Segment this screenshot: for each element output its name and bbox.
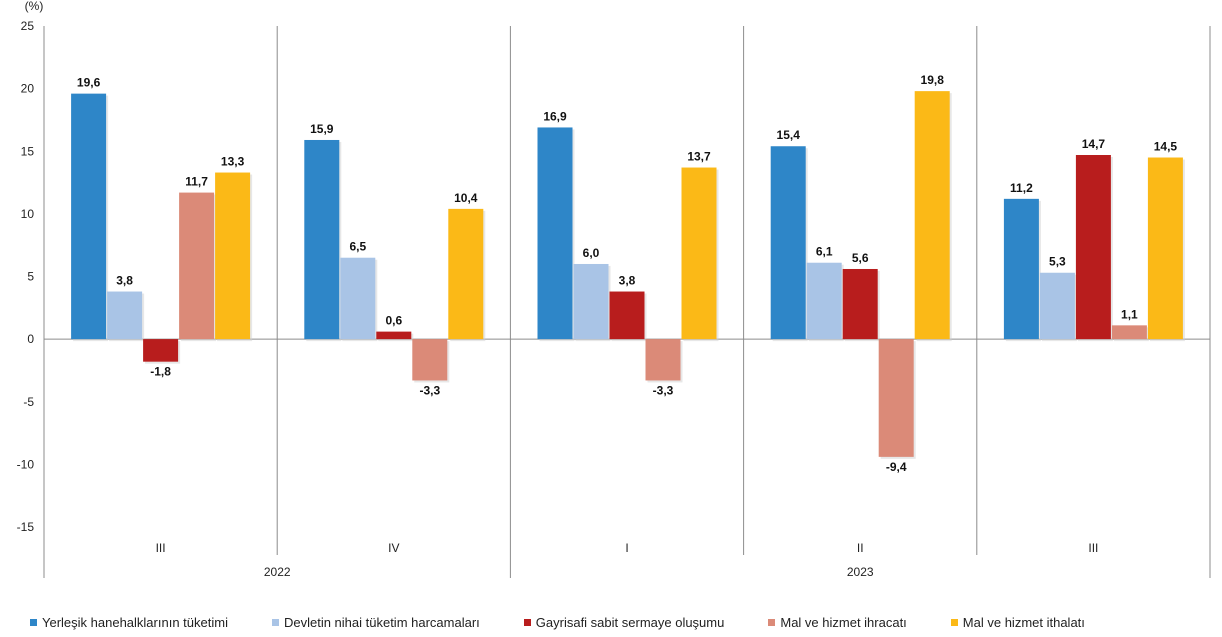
data-label: 10,4 — [454, 191, 478, 205]
y-tick-label: -10 — [17, 457, 35, 471]
data-label: -9,4 — [886, 460, 907, 474]
bar — [537, 127, 573, 340]
legend-item: Mal ve hizmet ihracatı — [768, 614, 907, 630]
bar — [1075, 155, 1111, 340]
bar — [878, 339, 914, 457]
bar — [304, 139, 340, 340]
x-tick-label: II — [857, 541, 864, 555]
bar — [1111, 325, 1147, 340]
data-label: 13,7 — [687, 150, 711, 164]
data-label: -1,8 — [150, 365, 171, 379]
data-label: -3,3 — [419, 383, 440, 397]
data-label: 6,5 — [349, 240, 366, 254]
y-tick-label: -15 — [17, 520, 35, 534]
bar — [215, 172, 251, 340]
x-tick-label: III — [156, 541, 166, 555]
legend-label: Yerleşik hanehalklarının tüketimi — [42, 614, 228, 630]
y-tick-label: -5 — [23, 395, 34, 409]
bar — [681, 167, 717, 340]
y-tick-label: 20 — [21, 82, 35, 96]
data-label: 5,3 — [1049, 255, 1066, 269]
bar — [376, 331, 412, 340]
legend-label: Gayrisafi sabit sermaye oluşumu — [535, 614, 725, 630]
bar — [448, 208, 484, 340]
data-label: 15,4 — [777, 128, 801, 142]
legend-swatch — [30, 618, 37, 626]
legend-item: Gayrisafi sabit sermaye oluşumu — [523, 614, 725, 630]
legend-label: Devletin nihai tüketim harcamaları — [283, 614, 480, 630]
y-tick-label: 0 — [27, 332, 34, 346]
data-label: 11,2 — [1010, 181, 1033, 195]
legend-item: Yerleşik hanehalklarının tüketimi — [30, 615, 228, 630]
legend-swatch — [523, 618, 531, 626]
bar — [1003, 198, 1039, 340]
bar — [914, 91, 950, 340]
data-label: 15,9 — [310, 122, 334, 136]
bar — [107, 291, 143, 340]
y-tick-label: 25 — [21, 19, 35, 33]
bar — [340, 257, 376, 340]
data-label: 16,9 — [543, 109, 567, 123]
data-label: 6,1 — [816, 245, 833, 259]
x-tick-label: I — [625, 541, 628, 555]
legend-label: Mal ve hizmet ihracatı — [780, 614, 907, 630]
bar — [1039, 272, 1075, 340]
data-label: -3,3 — [653, 383, 674, 397]
data-label: 1,1 — [1121, 307, 1138, 321]
data-label: 19,8 — [921, 73, 945, 87]
bar — [573, 263, 609, 340]
bar — [71, 93, 107, 340]
legend-swatch — [950, 618, 958, 626]
bar — [609, 291, 645, 340]
x-tick-label: IV — [388, 541, 399, 555]
bar — [842, 268, 878, 340]
legend-swatch — [271, 618, 279, 626]
bar — [179, 192, 215, 340]
data-label: 19,6 — [77, 76, 101, 90]
data-label: 0,6 — [385, 314, 402, 328]
data-label: 6,0 — [583, 246, 600, 260]
data-label: 13,3 — [221, 155, 245, 169]
bar-chart: 25 20 15 10 5 0 -5 -10 -15 (%) 19,6 3,8 -1,8 11,7 13,3… — [17, 0, 1211, 579]
data-label: 3,8 — [116, 274, 133, 288]
data-label: 3,8 — [619, 274, 636, 288]
y-axis-label: (%) — [25, 0, 44, 13]
legend-item: Devletin nihai tüketim harcamaları — [271, 614, 480, 630]
bar — [645, 339, 681, 381]
bar — [412, 339, 448, 381]
bar — [1147, 157, 1183, 340]
data-label: 14,7 — [1082, 137, 1106, 151]
legend-swatch — [768, 618, 776, 626]
y-tick-label: 10 — [21, 207, 35, 221]
data-label: 11,7 — [185, 175, 208, 189]
data-label: 14,5 — [1154, 140, 1178, 154]
y-tick-label: 15 — [21, 144, 35, 158]
year-group-label: 2022 — [264, 565, 291, 579]
year-group-label: 2023 — [847, 565, 874, 579]
bar — [806, 262, 842, 340]
data-label: 5,6 — [852, 251, 869, 265]
x-tick-label: III — [1088, 541, 1098, 555]
legend-item: Mal ve hizmet ithalatı — [950, 614, 1085, 630]
bar — [770, 146, 806, 340]
y-tick-label: 5 — [27, 270, 34, 284]
chart-legend: Yerleşik hanehalklarının tüketimi Devleti… — [30, 612, 1220, 632]
legend-label: Mal ve hizmet ithalatı — [962, 614, 1085, 630]
bar — [143, 339, 179, 362]
